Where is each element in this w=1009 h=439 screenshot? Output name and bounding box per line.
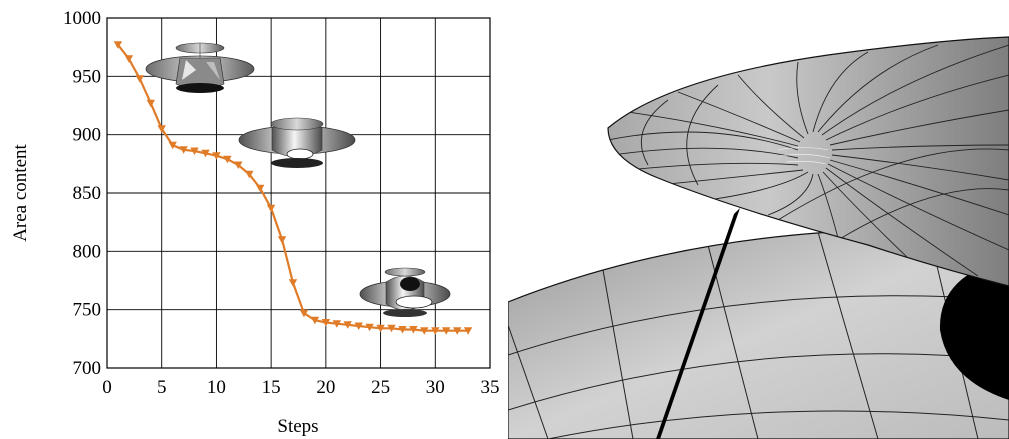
data-point-marker [245, 170, 254, 179]
data-point-marker [376, 324, 385, 333]
surface-inset-late [359, 267, 451, 317]
plot-frame [106, 17, 491, 369]
y-tick-label: 900 [73, 125, 102, 146]
data-point-marker [157, 125, 166, 133]
surface-spike [656, 208, 740, 439]
x-tick-label: 20 [316, 377, 335, 398]
data-point-marker [113, 41, 123, 49]
data-point-marker [321, 319, 331, 327]
x-axis-label: Steps [277, 416, 318, 437]
data-point-marker [256, 184, 265, 193]
data-point-marker [354, 322, 363, 330]
y-tick-label: 950 [73, 66, 102, 87]
y-tick-label: 850 [73, 183, 102, 204]
x-tick-label: 35 [481, 377, 500, 398]
surface-inset-early [145, 42, 255, 93]
y-tick-label: 750 [73, 300, 102, 321]
x-tick-label: 0 [102, 377, 112, 398]
x-tick-label: 15 [262, 377, 281, 398]
data-point-marker [277, 236, 287, 244]
data-point-marker [343, 321, 352, 329]
data-point-marker [310, 316, 320, 325]
data-point-marker [409, 326, 418, 334]
data-point-marker [201, 149, 210, 158]
data-point-marker [234, 161, 243, 169]
data-point-marker [431, 327, 440, 335]
y-tick-label: 700 [73, 358, 102, 379]
area-chart: 0 5 10 15 20 25 30 35 700 750 800 850 900 950 1000 [10, 8, 500, 437]
surface-inset-middle [238, 117, 356, 168]
axis-ticks: 0 5 10 15 20 25 30 35 700 750 800 850 900 950 1000 [63, 8, 500, 398]
data-point-marker [420, 327, 429, 335]
data-point-marker [398, 326, 407, 334]
data-point-marker [332, 320, 341, 328]
data-point-marker [442, 327, 451, 335]
data-point-marker [190, 147, 199, 155]
x-tick-label: 25 [371, 377, 390, 398]
lower-surface-sheet [508, 228, 1009, 439]
data-point-marker [223, 155, 232, 164]
data-point-marker [288, 279, 298, 287]
data-point-marker [168, 141, 177, 150]
series-layer [113, 41, 473, 335]
data-point-marker [299, 309, 309, 318]
y-tick-label: 1000 [63, 8, 101, 29]
x-tick-label: 5 [157, 377, 167, 398]
y-tick-label: 800 [73, 241, 102, 262]
data-point-marker [146, 99, 155, 108]
data-point-marker [453, 327, 462, 335]
data-point-marker [365, 323, 374, 332]
data-point-marker [266, 204, 276, 213]
data-point-marker [124, 55, 134, 63]
upper-surface-sheet [607, 36, 1009, 287]
surface-closeup-render [508, 0, 1009, 439]
y-axis-label: Area content [10, 143, 31, 241]
x-tick-label: 10 [207, 377, 226, 398]
data-point-marker [463, 327, 473, 335]
data-point-marker [179, 146, 188, 154]
data-point-marker [387, 324, 396, 333]
data-point-marker [135, 75, 144, 83]
x-tick-label: 30 [426, 377, 445, 398]
data-point-marker [212, 152, 221, 160]
